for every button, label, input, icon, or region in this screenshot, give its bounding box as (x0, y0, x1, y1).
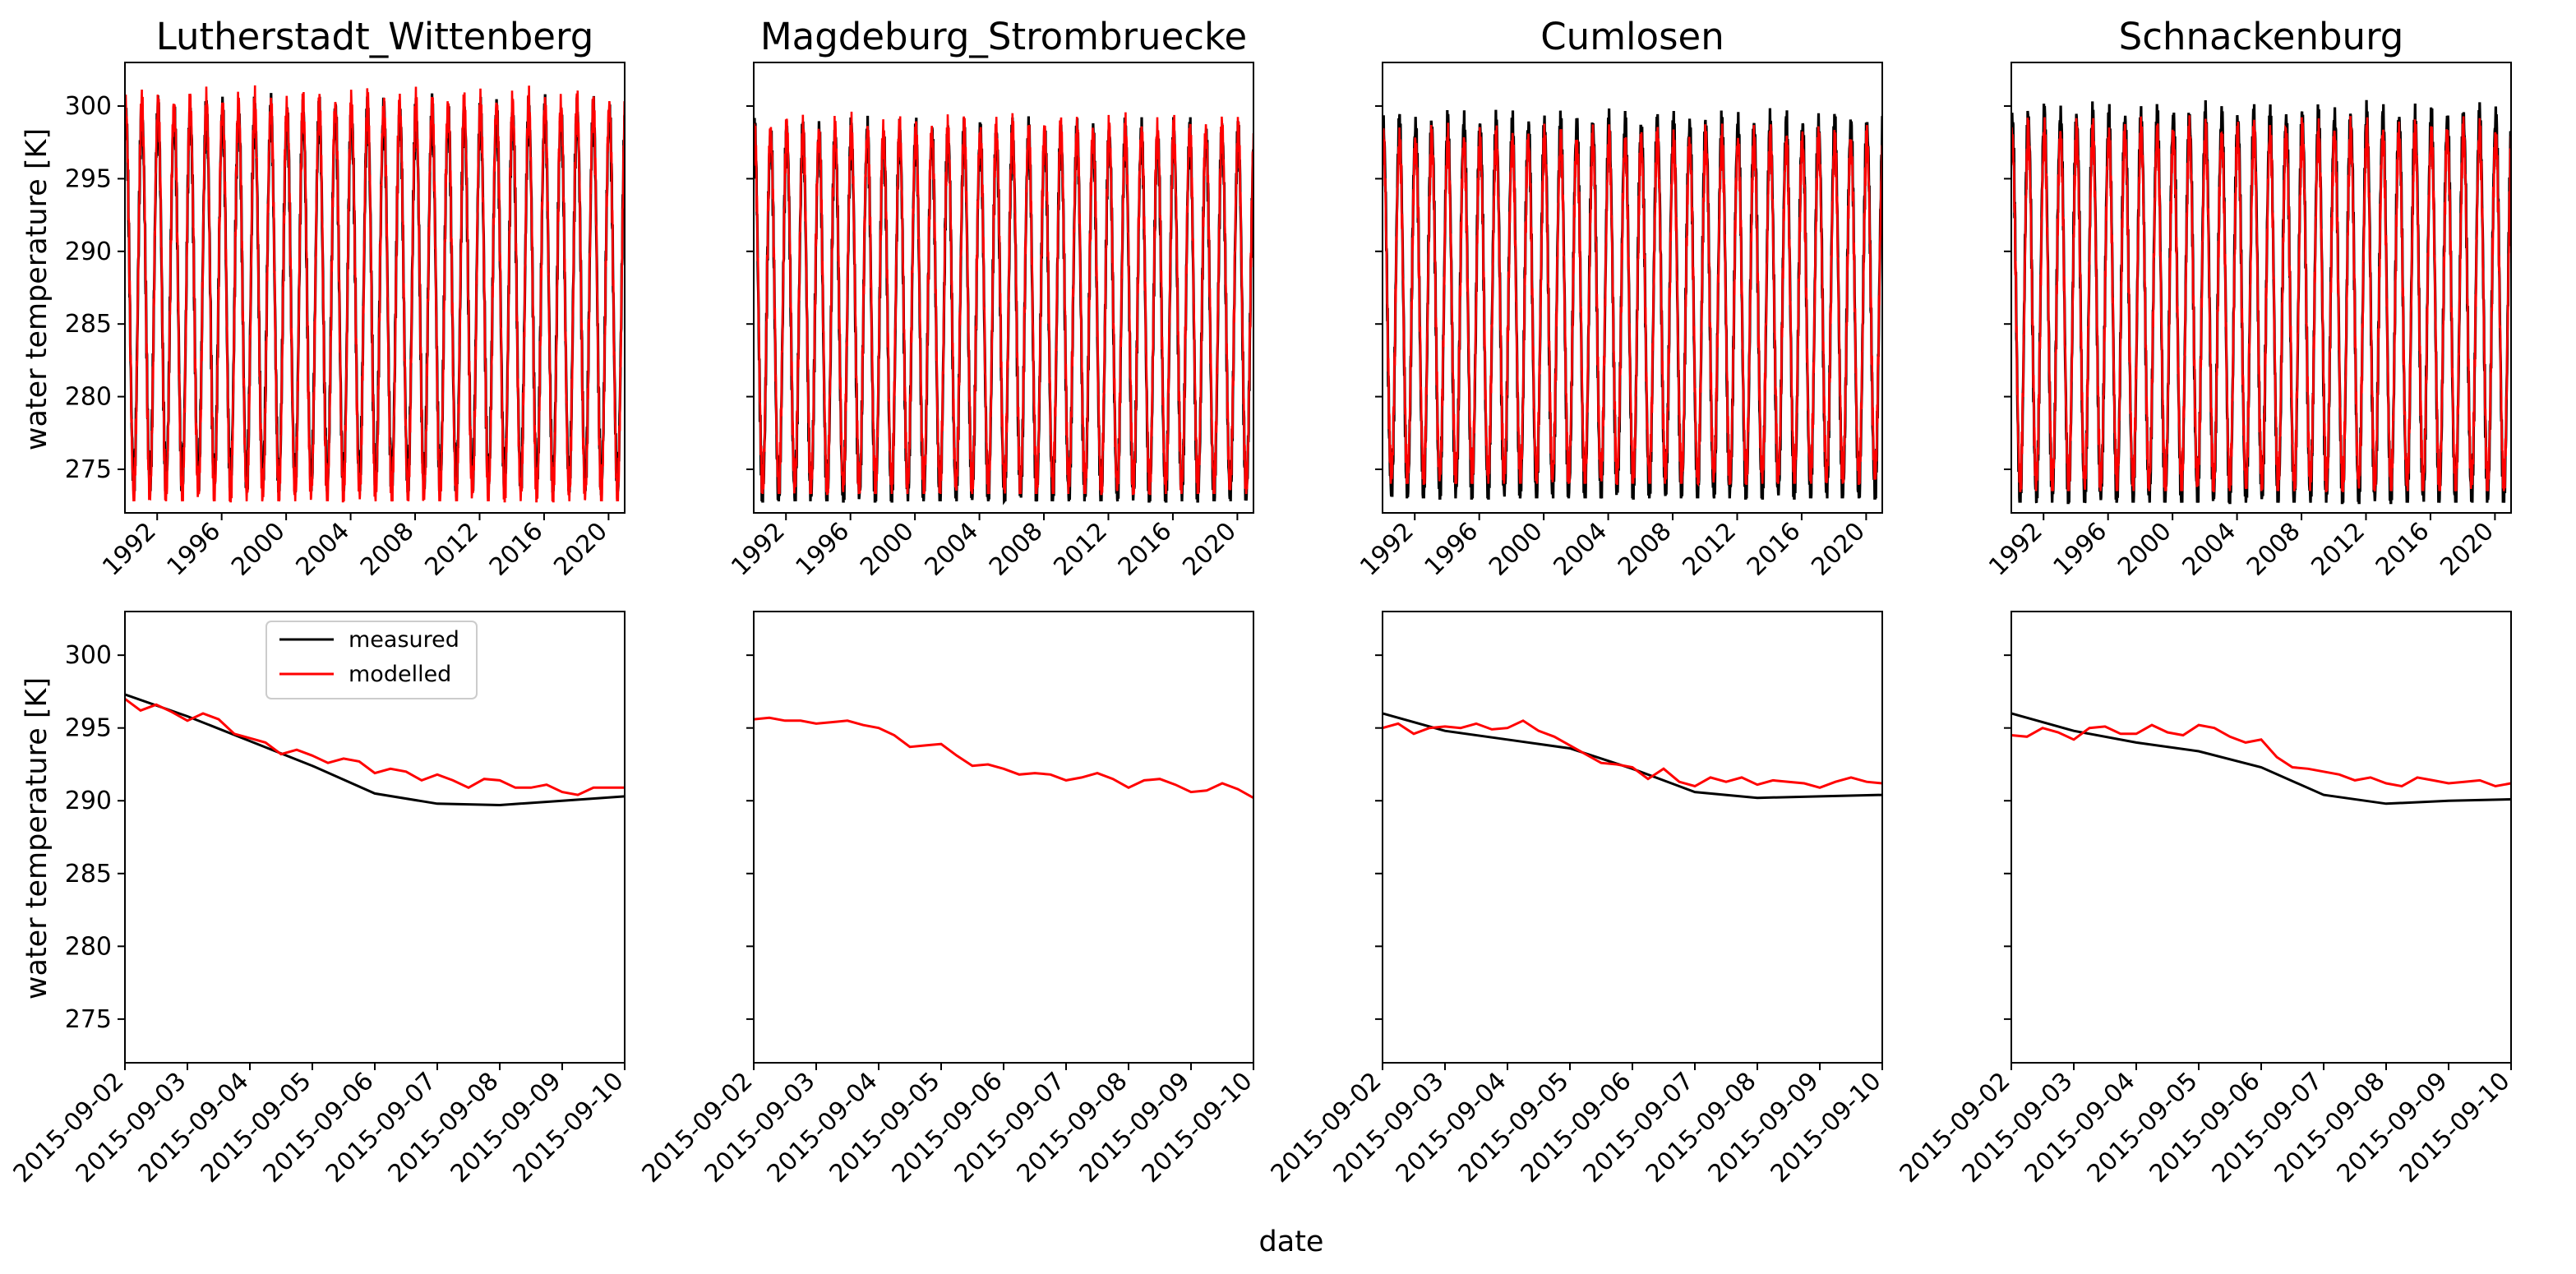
x-tick-label: 2004 (290, 517, 355, 582)
x-tick-label: 1992 (1983, 517, 2048, 582)
y-tick-label: 295 (65, 164, 112, 193)
x-tick-label: 2016 (484, 517, 549, 582)
y-tick-label: 300 (65, 92, 112, 121)
x-tick-label: 1996 (1420, 517, 1484, 582)
x-tick-label: 2004 (1548, 517, 1613, 582)
series-modelled (754, 111, 1253, 496)
x-tick-label: 2000 (226, 517, 291, 582)
legend: measured modelled (265, 621, 478, 699)
x-tick-label: 2008 (2241, 517, 2306, 582)
x-tick-label: 2012 (1677, 517, 1742, 582)
x-tick-label: 2008 (984, 517, 1049, 582)
panel-3: 1992 1996 2000 2004 2008 2012 2016 2020 Cumlosen (1355, 15, 1883, 582)
series-modelled (1383, 719, 1882, 789)
x-tick-label: 1996 (791, 517, 856, 582)
series-modelled (125, 698, 625, 796)
x-tick-label: 2000 (2112, 517, 2177, 582)
legend-modelled-label: modelled (349, 662, 451, 687)
y-tick-label: 290 (65, 787, 112, 815)
x-tick-label: 2016 (1113, 517, 1178, 582)
y-tick-label: 300 (65, 641, 112, 670)
y-tick-label: 275 (65, 1005, 112, 1034)
series-measured (125, 693, 625, 807)
y-tick-label: 295 (65, 714, 112, 743)
y-tick-label: 290 (65, 238, 112, 266)
y-axis-label-bottom: water temperature [K] (21, 677, 53, 999)
panel-6: 2015-09-022015-09-032015-09-042015-09-05… (637, 611, 1258, 1189)
series-modelled (754, 716, 1253, 800)
series-measured (2011, 712, 2511, 805)
axes-frame (1382, 62, 1883, 514)
x-tick-label: 2016 (2371, 517, 2435, 582)
panel-title: Magdeburg_Strombruecke (760, 15, 1247, 58)
x-tick-label: 2012 (2306, 517, 2371, 582)
axes-frame (753, 611, 1254, 1064)
x-axis-label: date (1259, 1226, 1324, 1258)
y-axis-label-top: water temperature [K] (21, 128, 53, 450)
x-tick-label: 1992 (1355, 517, 1420, 582)
x-tick-label: 2012 (1048, 517, 1113, 582)
x-tick-label: 2004 (2177, 517, 2241, 582)
axes-frame (2010, 62, 2512, 514)
y-tick-label: 285 (65, 860, 112, 889)
x-tick-label: 2000 (855, 517, 920, 582)
x-tick-label: 2004 (919, 517, 984, 582)
x-tick-label: 2016 (1742, 517, 1807, 582)
axes-frame (124, 62, 626, 514)
x-tick-label: 2000 (1484, 517, 1549, 582)
panel-8: 2015-09-022015-09-032015-09-042015-09-05… (1895, 611, 2516, 1189)
series-modelled (2011, 723, 2511, 788)
series-modelled (125, 85, 625, 503)
series-modelled (1383, 122, 1882, 487)
series-modelled (2011, 115, 2511, 492)
y-tick-label: 280 (65, 383, 112, 412)
axes-frame (2010, 611, 2512, 1064)
x-tick-label: 1996 (162, 517, 227, 582)
x-tick-label: 2008 (1613, 517, 1678, 582)
axes-frame (1382, 611, 1883, 1064)
x-tick-label: 1996 (2048, 517, 2113, 582)
x-tick-label: 2008 (355, 517, 420, 582)
panel-title: Schnackenburg (2119, 15, 2404, 58)
y-tick-label: 280 (65, 932, 112, 961)
y-tick-label: 275 (65, 455, 112, 484)
legend-measured-label: measured (349, 627, 459, 653)
panel-title: Cumlosen (1540, 15, 1724, 58)
x-tick-label: 2020 (548, 517, 613, 582)
x-tick-label: 1992 (97, 517, 162, 582)
x-tick-label: 2012 (419, 517, 484, 582)
x-tick-label: 2020 (2435, 517, 2500, 582)
panel-title: Lutherstadt_Wittenberg (156, 15, 594, 58)
panel-7: 2015-09-022015-09-032015-09-042015-09-05… (1266, 611, 1887, 1189)
panel-4: 1992 1996 2000 2004 2008 2012 2016 2020 Schnacke… (1983, 15, 2512, 582)
axes-frame (753, 62, 1254, 514)
panel-2: 1992 1996 2000 2004 2008 2012 2016 2020 Magdebur… (726, 15, 1254, 582)
x-tick-label: 2020 (1806, 517, 1871, 582)
x-tick-label: 1992 (726, 517, 791, 582)
y-tick-label: 285 (65, 310, 112, 339)
x-tick-label: 2020 (1177, 517, 1242, 582)
